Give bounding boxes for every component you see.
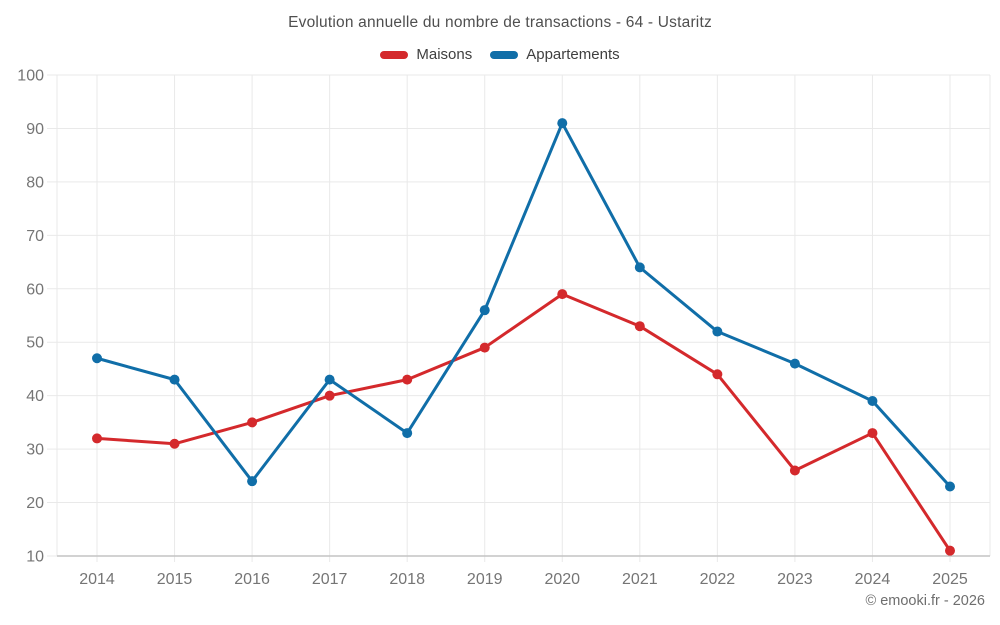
x-tick-label: 2022 xyxy=(700,571,736,588)
y-tick-label: 100 xyxy=(17,68,44,85)
data-point-maisons-2022[interactable] xyxy=(712,369,723,380)
series-line-maisons xyxy=(95,292,952,553)
data-point-appartements-2015[interactable] xyxy=(169,374,180,385)
y-tick-label: 50 xyxy=(26,335,44,352)
data-point-maisons-2018[interactable] xyxy=(402,374,413,385)
x-tick-label: 2019 xyxy=(467,571,503,588)
series-line-appartements xyxy=(95,121,952,489)
legend-label-appartements: Appartements xyxy=(526,46,620,63)
data-point-maisons-2016[interactable] xyxy=(247,417,258,428)
x-tick-label: 2016 xyxy=(234,571,270,588)
y-tick-label: 70 xyxy=(26,228,44,245)
legend-item-maisons[interactable]: Maisons xyxy=(380,46,472,63)
y-tick-label: 80 xyxy=(26,174,44,191)
y-tick-label: 30 xyxy=(26,442,44,459)
y-tick-label: 40 xyxy=(26,388,44,405)
x-tick-label: 2023 xyxy=(777,571,813,588)
chart-title: Evolution annuelle du nombre de transact… xyxy=(288,14,712,31)
x-tick-label: 2017 xyxy=(312,571,348,588)
data-point-maisons-2014[interactable] xyxy=(92,433,102,444)
data-point-appartements-2024[interactable] xyxy=(867,396,878,407)
data-point-appartements-2019[interactable] xyxy=(479,305,490,316)
legend-item-appartements[interactable]: Appartements xyxy=(490,46,620,63)
y-tick-label: 20 xyxy=(26,495,44,512)
data-point-maisons-2024[interactable] xyxy=(867,428,878,439)
x-tick-label: 2015 xyxy=(157,571,193,588)
footer-credit: © emooki.fr - 2026 xyxy=(865,593,985,609)
y-tick-label: 60 xyxy=(26,281,44,298)
maisons-swatch-icon xyxy=(380,50,409,59)
data-point-appartements-2014[interactable] xyxy=(92,353,102,364)
data-point-maisons-2015[interactable] xyxy=(169,438,180,449)
chart-legend: Maisons Appartements xyxy=(0,46,1000,63)
appartements-swatch-icon xyxy=(490,50,519,59)
x-tick-label: 2024 xyxy=(855,571,891,588)
data-point-appartements-2021[interactable] xyxy=(634,262,645,273)
x-tick-label: 2018 xyxy=(389,571,425,588)
data-point-appartements-2020[interactable] xyxy=(557,118,568,129)
x-tick-label: 2025 xyxy=(932,571,968,588)
data-point-appartements-2023[interactable] xyxy=(789,358,800,369)
data-point-maisons-2023[interactable] xyxy=(789,465,800,476)
data-point-appartements-2018[interactable] xyxy=(402,428,413,439)
data-point-maisons-2017[interactable] xyxy=(324,390,335,401)
x-tick-label: 2021 xyxy=(622,571,658,588)
legend-label-maisons: Maisons xyxy=(416,46,473,63)
y-tick-label: 10 xyxy=(26,549,44,566)
data-point-appartements-2025[interactable] xyxy=(945,481,955,492)
data-point-maisons-2021[interactable] xyxy=(634,321,645,332)
data-point-maisons-2025[interactable] xyxy=(945,545,955,556)
x-tick-label: 2014 xyxy=(79,571,115,588)
y-tick-label: 90 xyxy=(26,121,44,138)
data-point-appartements-2017[interactable] xyxy=(324,374,335,385)
data-point-maisons-2019[interactable] xyxy=(479,342,490,353)
data-point-appartements-2016[interactable] xyxy=(247,476,258,487)
x-tick-label: 2020 xyxy=(544,571,580,588)
data-point-appartements-2022[interactable] xyxy=(712,326,723,337)
data-point-maisons-2020[interactable] xyxy=(557,289,568,300)
